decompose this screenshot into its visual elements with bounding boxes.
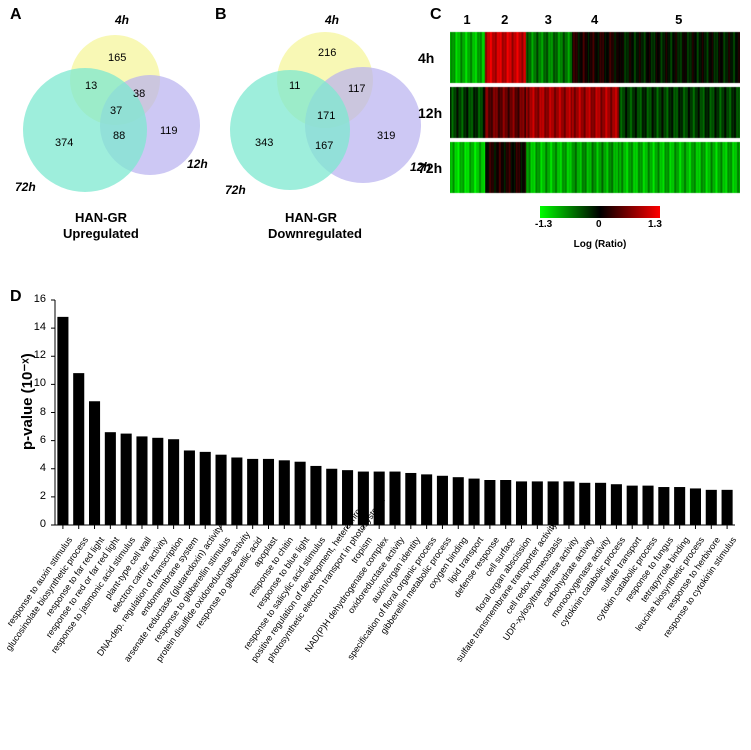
bar-24	[437, 476, 448, 525]
y-tick-12: 12	[26, 349, 46, 361]
bar-34	[595, 483, 606, 525]
heatmap-row-4h: 4h	[418, 50, 434, 66]
y-tick-6: 6	[26, 434, 46, 446]
venn-b: 4h 12h 72h 216 319 343 117 11 167 171	[225, 25, 425, 205]
bar-15	[295, 462, 306, 525]
y-tick-16: 16	[26, 293, 46, 305]
venn-a-ov4-12: 38	[133, 88, 145, 100]
bar-3	[105, 432, 116, 525]
bar-4	[121, 434, 132, 525]
panel-label-b: B	[215, 6, 227, 24]
heatmap-cluster-5: 5	[675, 12, 682, 27]
venn-a-12h-label: 12h	[187, 157, 208, 171]
venn-a-only12h: 119	[160, 125, 178, 137]
venn-b-ov4-12: 117	[348, 83, 366, 95]
bar-27	[484, 480, 495, 525]
legend-mid: 0	[596, 219, 602, 230]
bar-35	[611, 484, 622, 525]
heatmap-legend: -1.3 0 1.3 Log (Ratio)	[540, 205, 660, 250]
y-tick-4: 4	[26, 462, 46, 474]
bar-38	[658, 487, 669, 525]
bar-7	[168, 439, 179, 525]
venn-a-72h-label: 72h	[15, 180, 36, 194]
heatmap-row-12h: 12h	[418, 105, 442, 121]
barchart	[50, 295, 740, 535]
panel-label-d: D	[10, 288, 22, 306]
heatmap	[450, 30, 740, 195]
barchart-svg	[50, 295, 740, 535]
heatmap-row-72h: 72h	[418, 160, 442, 176]
venn-a-title2: Upregulated	[63, 226, 139, 241]
venn-b-only4h: 216	[318, 47, 336, 59]
legend-label: Log (Ratio)	[540, 239, 660, 250]
bar-29	[516, 481, 527, 525]
bar-8	[184, 450, 195, 525]
y-tick-2: 2	[26, 490, 46, 502]
bar-11	[231, 458, 242, 526]
venn-a-only4h: 165	[108, 52, 126, 64]
bar-42	[722, 490, 733, 525]
bar-5	[136, 436, 147, 525]
legend-max: 1.3	[648, 219, 662, 230]
bar-13	[263, 459, 274, 525]
bar-12	[247, 459, 258, 525]
venn-b-title2: Downregulated	[268, 226, 362, 241]
panel-label-c: C	[430, 6, 442, 24]
venn-a-title1: HAN-GR	[75, 210, 127, 225]
bar-0	[57, 317, 68, 525]
venn-a-only72h: 374	[55, 137, 73, 149]
venn-a-ov4-72: 13	[85, 80, 97, 92]
y-tick-14: 14	[26, 321, 46, 333]
bar-14	[279, 460, 290, 525]
bar-26	[469, 479, 480, 525]
bar-25	[453, 477, 464, 525]
bar-30	[532, 481, 543, 525]
venn-b-72h-label: 72h	[225, 183, 246, 197]
bar-37	[642, 486, 653, 525]
heatmap-cluster-2: 2	[501, 12, 508, 27]
venn-b-center: 171	[317, 110, 335, 122]
bar-33	[579, 483, 590, 525]
venn-a-4h-label: 4h	[115, 13, 129, 27]
venn-b-4h-label: 4h	[325, 13, 339, 27]
bar-2	[89, 401, 100, 525]
venn-a-ov12-72: 88	[113, 130, 125, 142]
legend-gradient	[540, 206, 660, 218]
bar-21	[389, 472, 400, 525]
bar-32	[563, 481, 574, 525]
heatmap-cluster-1: 1	[463, 12, 470, 27]
venn-a-center: 37	[110, 105, 122, 117]
bar-22	[405, 473, 416, 525]
bar-36	[627, 486, 638, 525]
venn-b-only12h: 319	[377, 130, 395, 142]
bar-31	[548, 481, 559, 525]
bar-17	[326, 469, 337, 525]
y-tick-8: 8	[26, 406, 46, 418]
legend-min: -1.3	[535, 219, 552, 230]
heatmap-cluster-3: 3	[545, 12, 552, 27]
bar-39	[674, 487, 685, 525]
y-tick-10: 10	[26, 377, 46, 389]
bar-23	[421, 474, 432, 525]
venn-a: 4h 12h 72h 165 119 374 38 13 88 37	[15, 25, 215, 205]
venn-b-ov12-72: 167	[315, 140, 333, 152]
bar-28	[500, 480, 511, 525]
venn-b-title1: HAN-GR	[285, 210, 337, 225]
heatmap-cluster-4: 4	[591, 12, 598, 27]
bar-10	[216, 455, 227, 525]
y-tick-0: 0	[26, 518, 46, 530]
panel-label-a: A	[10, 6, 22, 24]
bar-41	[706, 490, 717, 525]
bar-16	[310, 466, 321, 525]
bar-9	[200, 452, 211, 525]
bar-40	[690, 488, 701, 525]
venn-b-ov4-72: 11	[289, 80, 300, 92]
bar-6	[152, 438, 163, 525]
bar-1	[73, 373, 84, 525]
venn-b-only72h: 343	[255, 137, 273, 149]
